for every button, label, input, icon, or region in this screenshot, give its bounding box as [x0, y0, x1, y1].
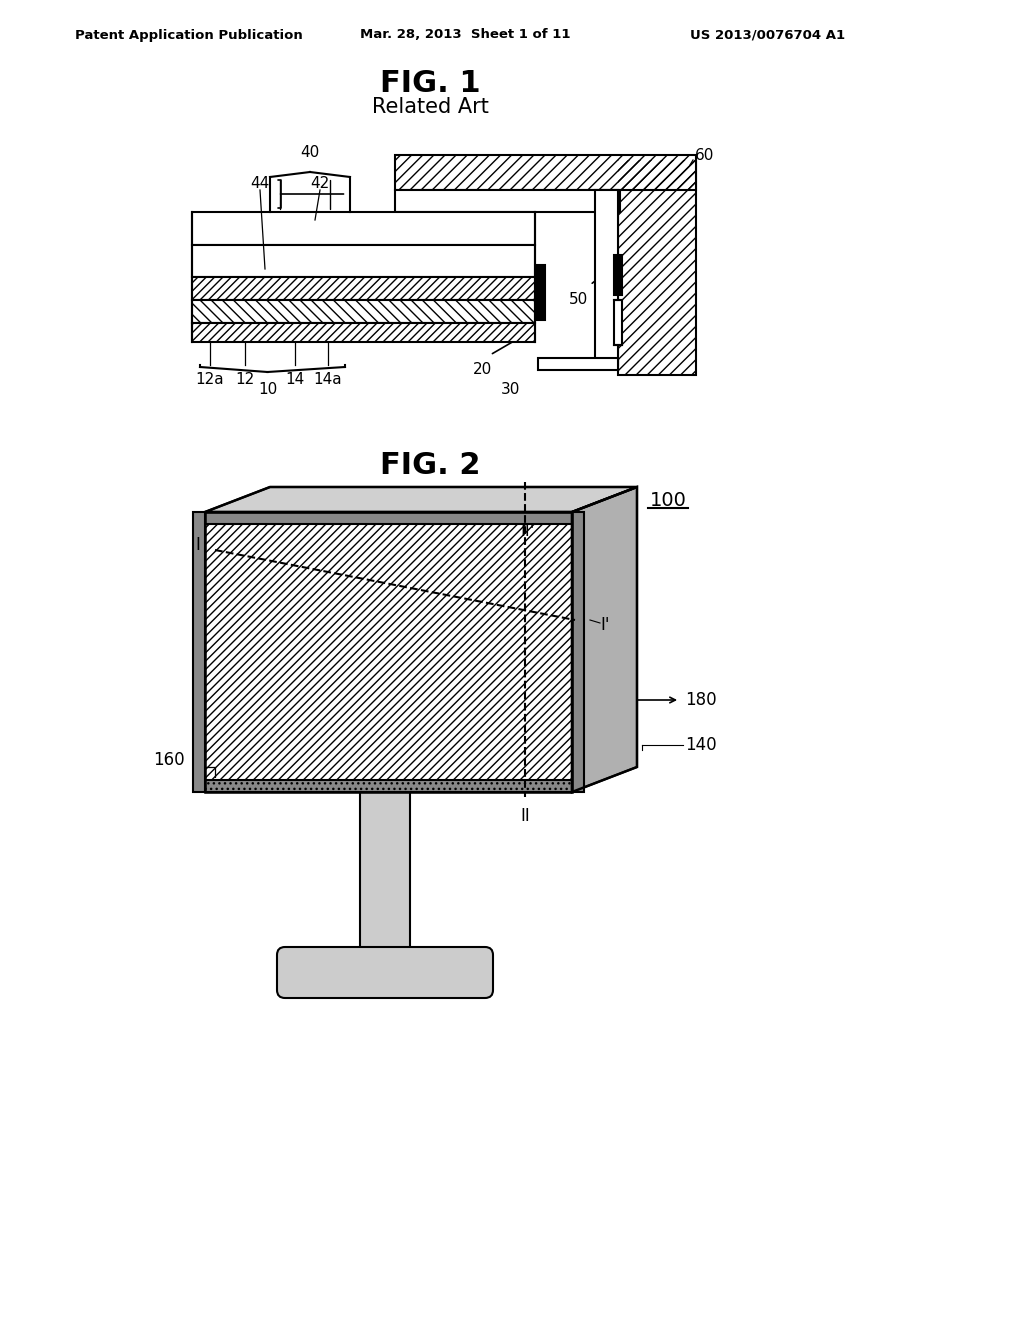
- Text: 30: 30: [501, 381, 520, 397]
- Text: II': II': [521, 521, 536, 540]
- Text: 44: 44: [251, 177, 269, 191]
- Text: FIG. 2: FIG. 2: [380, 450, 480, 479]
- Bar: [395, 154, 696, 190]
- Text: 50: 50: [568, 292, 588, 308]
- Bar: [193, 512, 205, 792]
- Bar: [595, 190, 618, 366]
- Text: FIG. 1: FIG. 1: [380, 69, 480, 98]
- Bar: [205, 780, 572, 792]
- Text: 12: 12: [236, 372, 255, 387]
- Bar: [618, 160, 696, 375]
- Bar: [193, 213, 535, 246]
- Text: Mar. 28, 2013  Sheet 1 of 11: Mar. 28, 2013 Sheet 1 of 11: [360, 29, 570, 41]
- FancyBboxPatch shape: [278, 946, 493, 998]
- Bar: [360, 780, 410, 954]
- Bar: [614, 255, 622, 294]
- Bar: [193, 277, 535, 300]
- Text: Patent Application Publication: Patent Application Publication: [75, 29, 303, 41]
- Text: US 2013/0076704 A1: US 2013/0076704 A1: [690, 29, 845, 41]
- Bar: [205, 512, 572, 524]
- Text: 12a: 12a: [196, 372, 224, 387]
- Bar: [614, 300, 622, 345]
- Bar: [572, 512, 584, 792]
- Text: I': I': [600, 616, 609, 634]
- Polygon shape: [205, 512, 572, 792]
- Text: II: II: [520, 807, 529, 825]
- Text: Related Art: Related Art: [372, 96, 488, 117]
- Text: 100: 100: [650, 491, 687, 510]
- Bar: [193, 300, 535, 323]
- Text: 40: 40: [300, 145, 319, 160]
- Bar: [193, 213, 535, 246]
- Text: 180: 180: [685, 690, 717, 709]
- Text: 60: 60: [695, 148, 715, 162]
- Bar: [193, 323, 535, 342]
- Bar: [193, 277, 535, 300]
- Polygon shape: [205, 487, 637, 512]
- Text: 10: 10: [258, 381, 278, 397]
- Bar: [205, 780, 572, 792]
- Bar: [618, 160, 696, 375]
- Text: 14: 14: [286, 372, 304, 387]
- Polygon shape: [572, 487, 637, 792]
- Bar: [395, 190, 620, 213]
- Bar: [538, 358, 618, 370]
- Text: I: I: [196, 536, 200, 554]
- Bar: [193, 300, 535, 323]
- Text: 140: 140: [685, 737, 717, 754]
- Bar: [395, 154, 696, 190]
- Bar: [193, 323, 535, 342]
- Text: 42: 42: [310, 177, 330, 191]
- Bar: [193, 246, 535, 277]
- Text: 20: 20: [473, 362, 493, 378]
- Bar: [537, 265, 545, 319]
- Bar: [193, 246, 535, 277]
- Text: 160: 160: [154, 751, 185, 770]
- Text: 14a: 14a: [313, 372, 342, 387]
